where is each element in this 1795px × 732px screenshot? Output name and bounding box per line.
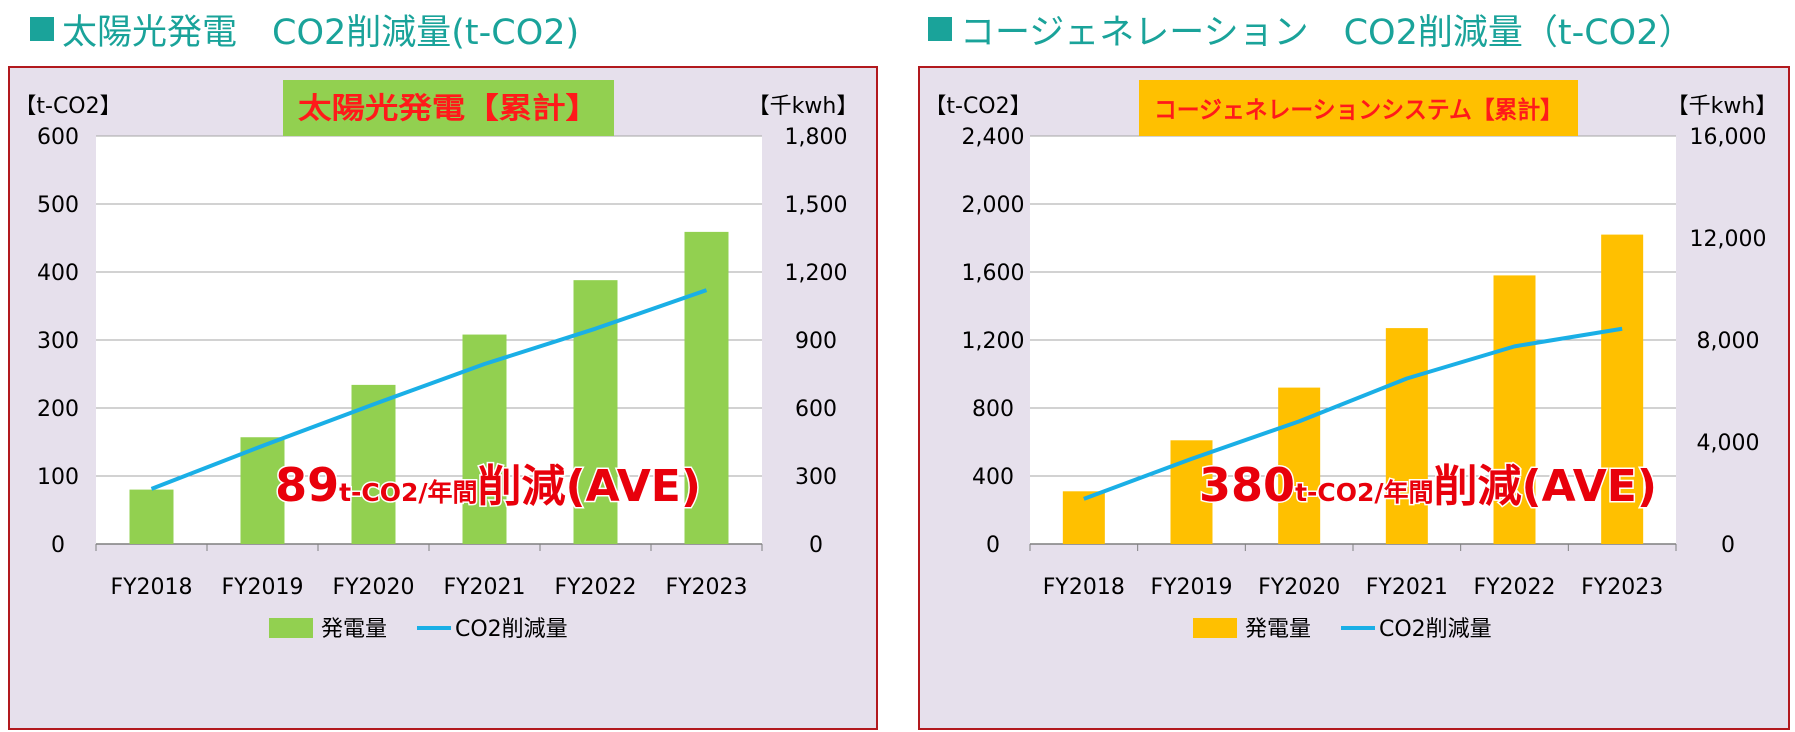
annotation-tail: 削減(AVE) [1434, 461, 1657, 512]
category-label: FY2021 [1366, 575, 1448, 600]
category-label: FY2019 [221, 575, 303, 600]
right-tick-label: 900 [795, 329, 837, 354]
category-label: FY2020 [1258, 575, 1340, 600]
left-tick-label: 600 [37, 125, 79, 150]
solar-chart: 0 100 200 300 400 500 600 0 300 600 900 1,200 1,500 1… [14, 80, 859, 642]
cogen-chart: 0 400 800 1,200 1,600 2,000 2,400 0 4,000 8,000 12… [924, 80, 1778, 642]
left-tick-label: 0 [986, 533, 1000, 558]
left-tick-label: 300 [37, 329, 79, 354]
right-tick-label: 12,000 [1690, 227, 1767, 252]
annotation-unit: t-CO2/年間 [339, 478, 477, 507]
co2-reduction-line [1083, 326, 1623, 501]
solar-section-title-text: 太陽光発電 CO2削減量(t-CO2) [62, 12, 580, 53]
category-label: FY2019 [1150, 575, 1232, 600]
category-label: FY2018 [110, 575, 192, 600]
legend-bar-swatch [269, 618, 313, 638]
annotation-unit: t-CO2/年間 [1295, 478, 1433, 507]
left-tick-label: 100 [37, 465, 79, 490]
right-tick-label: 8,000 [1697, 329, 1760, 354]
legend-line-label: CO2削減量 [1379, 617, 1492, 642]
legend-bar-label: 発電量 [321, 617, 387, 642]
square-bullet-icon [30, 17, 54, 41]
annotation-tail: 削減(AVE) [478, 461, 701, 512]
square-bullet-icon [928, 17, 952, 41]
bar-FY2018 [129, 489, 174, 544]
right-axis-unit: 【千kwh】 [748, 94, 859, 119]
right-tick-label: 600 [795, 397, 837, 422]
bar-FY2023 [1601, 234, 1644, 544]
co2-reduction-line [150, 288, 708, 491]
legend-bar-label: 発電量 [1245, 617, 1311, 642]
bar-FY2018 [1062, 491, 1105, 544]
left-tick-label: 2,000 [962, 193, 1025, 218]
category-label: FY2021 [443, 575, 525, 600]
legend-line-label: CO2削減量 [455, 617, 568, 642]
left-tick-label: 500 [37, 193, 79, 218]
average-reduction-annotation: 380t-CO2/年間削減(AVE) [1199, 458, 1657, 512]
right-tick-label: 300 [795, 465, 837, 490]
category-label: FY2023 [665, 575, 747, 600]
category-label: FY2020 [332, 575, 414, 600]
left-axis-unit: 【t-CO2】 [14, 94, 121, 119]
cogen-chart-panel: 0 400 800 1,200 1,600 2,000 2,400 0 4,000 8,000 12… [918, 66, 1790, 730]
right-tick-label: 16,000 [1690, 125, 1767, 150]
bar-FY2023 [684, 231, 729, 544]
left-tick-label: 1,600 [962, 261, 1025, 286]
right-tick-label: 1,200 [785, 261, 848, 286]
left-tick-label: 400 [972, 465, 1014, 490]
right-tick-label: 4,000 [1697, 431, 1760, 456]
left-tick-label: 1,200 [962, 329, 1025, 354]
cogen-section-title: コージェネレーション CO2削減量（t-CO2） [928, 6, 1694, 53]
category-label: FY2018 [1043, 575, 1125, 600]
right-axis-unit: 【千kwh】 [1667, 94, 1778, 119]
bar-FY2022 [1493, 275, 1536, 544]
bar-FY2021 [1385, 328, 1428, 544]
right-tick-label: 0 [809, 533, 823, 558]
chart-title: 太陽光発電【累計】 [298, 91, 599, 125]
annotation-value: 89 [275, 458, 339, 512]
left-tick-label: 200 [37, 397, 79, 422]
category-label: FY2022 [1473, 575, 1555, 600]
chart-title-badge [1139, 80, 1578, 136]
annotation-value: 380 [1199, 458, 1295, 512]
chart-title: コージェネレーションシステム【累計】 [1154, 96, 1563, 124]
cogen-section-title-text: コージェネレーション CO2削減量（t-CO2） [960, 12, 1694, 53]
chart-title-badge [283, 80, 614, 136]
legend-bar-swatch [1193, 618, 1237, 638]
left-tick-label: 2,400 [962, 125, 1025, 150]
left-tick-label: 400 [37, 261, 79, 286]
average-reduction-annotation: 89t-CO2/年間削減(AVE) [275, 458, 701, 512]
left-tick-label: 800 [972, 397, 1014, 422]
category-label: FY2023 [1581, 575, 1663, 600]
solar-section-title: 太陽光発電 CO2削減量(t-CO2) [30, 6, 580, 53]
left-axis-unit: 【t-CO2】 [924, 94, 1031, 119]
right-tick-label: 1,800 [785, 125, 848, 150]
left-tick-label: 0 [51, 533, 65, 558]
right-tick-label: 0 [1721, 533, 1735, 558]
solar-chart-panel: 0 100 200 300 400 500 600 0 300 600 900 1,200 1,500 1… [8, 66, 878, 730]
category-label: FY2022 [554, 575, 636, 600]
right-tick-label: 1,500 [785, 193, 848, 218]
bar-FY2019 [240, 437, 285, 544]
